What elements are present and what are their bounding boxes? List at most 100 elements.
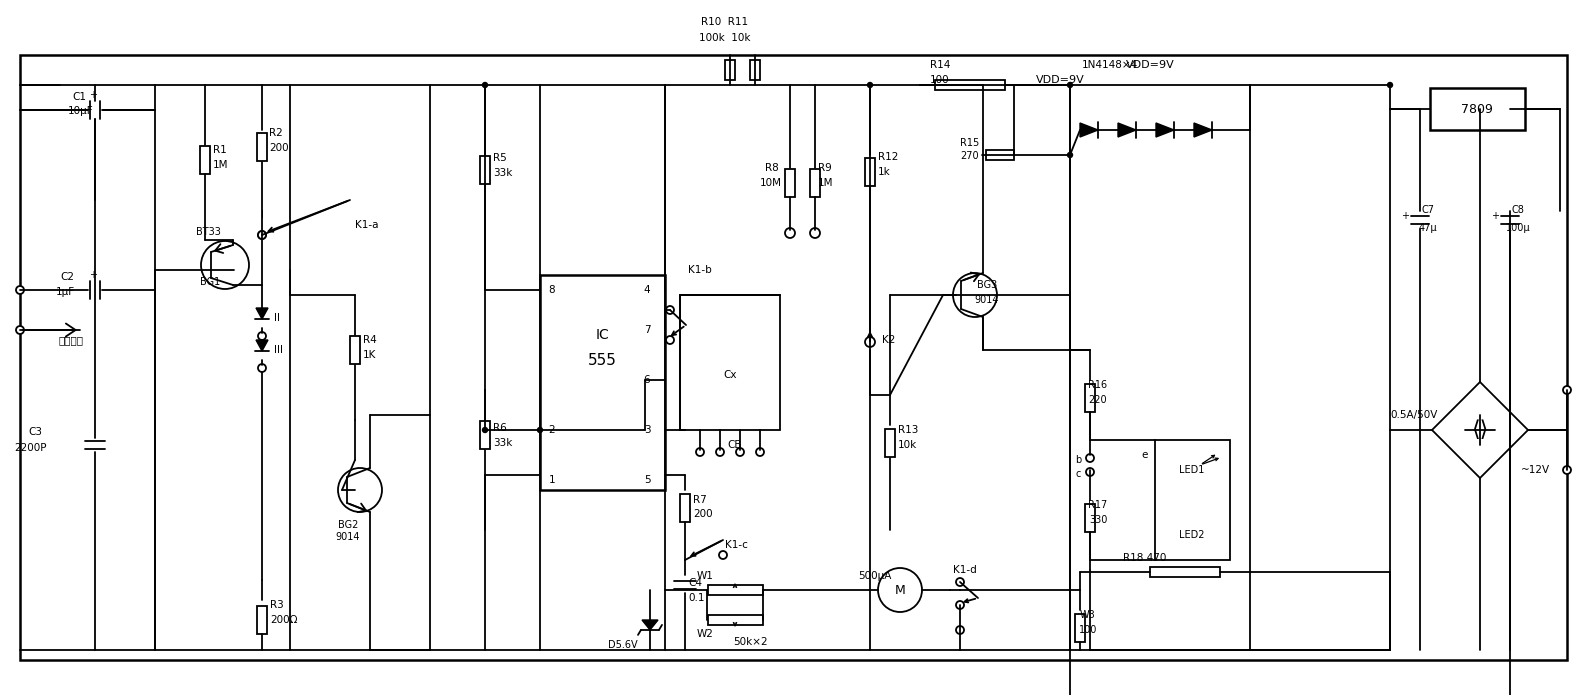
Text: 7: 7 xyxy=(644,325,651,335)
Text: W1: W1 xyxy=(697,571,714,581)
Circle shape xyxy=(716,448,724,456)
Text: BG2: BG2 xyxy=(338,520,359,530)
Text: R5: R5 xyxy=(494,153,506,163)
Text: 6: 6 xyxy=(644,375,651,385)
Text: 500μA: 500μA xyxy=(859,571,892,581)
Text: VDD=9V: VDD=9V xyxy=(1125,60,1174,70)
Text: K2: K2 xyxy=(882,335,895,345)
Bar xyxy=(479,156,490,184)
Text: 1N4148×4: 1N4148×4 xyxy=(1082,60,1138,70)
Circle shape xyxy=(259,231,267,239)
Text: R17: R17 xyxy=(1089,500,1108,510)
Text: D5.6V: D5.6V xyxy=(608,640,638,650)
Text: 4: 4 xyxy=(644,285,651,295)
Text: 10k: 10k xyxy=(898,440,917,450)
Bar xyxy=(1430,88,1525,130)
Circle shape xyxy=(482,427,487,432)
Circle shape xyxy=(955,601,963,609)
Bar xyxy=(865,158,874,186)
Text: 33k: 33k xyxy=(494,438,513,448)
Bar xyxy=(257,606,267,634)
Text: R15: R15 xyxy=(960,138,979,148)
Circle shape xyxy=(868,83,873,88)
Text: ~12V: ~12V xyxy=(1520,465,1550,475)
Circle shape xyxy=(1086,454,1093,462)
Circle shape xyxy=(1563,386,1571,394)
Text: 100k  10k: 100k 10k xyxy=(700,33,751,43)
Text: LED1: LED1 xyxy=(1179,465,1205,475)
Text: 1μF: 1μF xyxy=(56,287,75,297)
Text: 5: 5 xyxy=(644,475,651,485)
Bar xyxy=(1151,567,1220,577)
Text: R16: R16 xyxy=(1089,380,1108,390)
Text: R6: R6 xyxy=(494,423,506,433)
Text: 1k: 1k xyxy=(878,167,890,177)
Text: 200Ω: 200Ω xyxy=(270,615,297,625)
Text: CB: CB xyxy=(728,440,743,450)
Bar xyxy=(786,169,795,197)
Text: IC: IC xyxy=(595,328,609,342)
Text: e: e xyxy=(1141,450,1147,460)
Text: R14: R14 xyxy=(930,60,951,70)
Text: R12: R12 xyxy=(878,152,898,162)
Polygon shape xyxy=(256,308,268,319)
Text: 7809: 7809 xyxy=(1462,102,1493,115)
Bar xyxy=(1074,614,1086,642)
Text: 1K: 1K xyxy=(363,350,376,360)
Bar xyxy=(809,169,820,197)
Polygon shape xyxy=(643,620,659,630)
Circle shape xyxy=(538,427,543,432)
Text: 0.1: 0.1 xyxy=(689,593,705,603)
Text: 47μ: 47μ xyxy=(1419,223,1438,233)
Circle shape xyxy=(259,364,267,372)
Text: BT33: BT33 xyxy=(195,227,221,237)
Circle shape xyxy=(1086,468,1093,476)
Text: 9014: 9014 xyxy=(336,532,360,542)
Text: +: + xyxy=(89,90,97,100)
Text: III: III xyxy=(275,345,282,355)
Bar xyxy=(986,150,1014,160)
Text: R10  R11: R10 R11 xyxy=(701,17,749,27)
Bar xyxy=(1086,384,1095,412)
Text: R7: R7 xyxy=(694,495,706,505)
Text: 2: 2 xyxy=(549,425,555,435)
Polygon shape xyxy=(1081,123,1098,137)
Circle shape xyxy=(482,83,487,88)
Text: +: + xyxy=(1401,211,1409,221)
Text: 100: 100 xyxy=(1079,625,1097,635)
Text: R1: R1 xyxy=(213,145,227,155)
Text: K1-c: K1-c xyxy=(725,540,747,550)
Text: 10M: 10M xyxy=(760,178,782,188)
Text: 1M: 1M xyxy=(213,160,229,170)
Circle shape xyxy=(259,332,267,340)
Bar xyxy=(479,421,490,449)
Text: C4: C4 xyxy=(689,578,701,588)
Circle shape xyxy=(786,228,795,238)
Polygon shape xyxy=(1193,123,1212,137)
Text: W3: W3 xyxy=(1081,610,1097,620)
Circle shape xyxy=(697,448,705,456)
Circle shape xyxy=(719,551,727,559)
Text: c: c xyxy=(1076,469,1081,479)
Text: 220: 220 xyxy=(1089,395,1108,405)
Bar xyxy=(708,585,763,595)
Circle shape xyxy=(865,337,874,347)
Circle shape xyxy=(667,306,674,314)
Circle shape xyxy=(259,231,267,239)
Bar xyxy=(257,133,267,161)
Text: LED2: LED2 xyxy=(1179,530,1205,540)
Circle shape xyxy=(16,326,24,334)
Polygon shape xyxy=(1117,123,1136,137)
Text: 9014: 9014 xyxy=(974,295,1000,305)
Circle shape xyxy=(1068,83,1073,88)
Text: II: II xyxy=(275,313,279,323)
Text: 200: 200 xyxy=(694,509,713,519)
Circle shape xyxy=(16,286,24,294)
Text: C2: C2 xyxy=(60,272,75,282)
Text: 330: 330 xyxy=(1089,515,1108,525)
Text: R3: R3 xyxy=(270,600,284,610)
Text: R8: R8 xyxy=(765,163,779,173)
Text: C8: C8 xyxy=(1511,205,1525,215)
Bar xyxy=(21,55,1566,660)
Text: 10μF: 10μF xyxy=(68,106,94,116)
